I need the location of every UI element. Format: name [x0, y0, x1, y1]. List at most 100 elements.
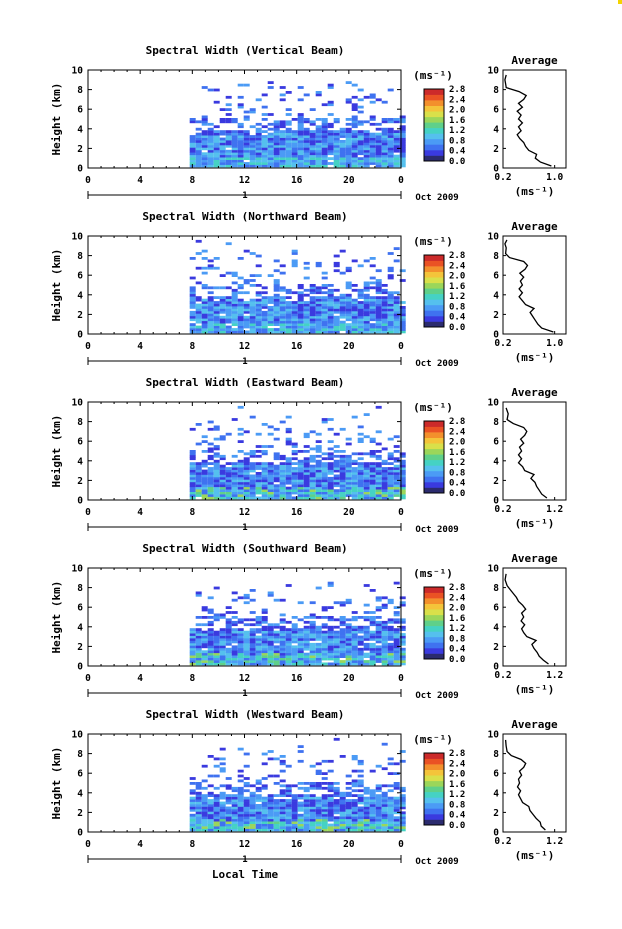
heatmap-cell	[255, 313, 262, 317]
heatmap-cell	[291, 799, 298, 802]
heatmap-cell	[285, 808, 292, 812]
heatmap-cell	[291, 472, 298, 475]
x-tick-label: 20	[343, 839, 355, 850]
heatmap-cell	[243, 147, 250, 151]
y-tick-label: 6	[77, 105, 83, 116]
heatmap-cell	[399, 118, 406, 121]
heatmap-cell	[393, 611, 400, 614]
heatmap-cell	[201, 271, 208, 275]
heatmap-cell	[339, 821, 346, 824]
heatmap-cell	[285, 310, 292, 314]
heatmap-cell	[219, 642, 226, 646]
heatmap-cell	[381, 159, 388, 163]
heatmap-cell	[369, 330, 376, 334]
heatmap-cell	[339, 249, 346, 253]
heatmap-cell	[225, 657, 232, 661]
heatmap-cell	[201, 318, 208, 322]
heatmap-cell	[231, 462, 238, 465]
heatmap-cell	[375, 140, 382, 143]
heatmap-cell	[357, 794, 364, 797]
heatmap-cell	[363, 816, 370, 820]
heatmap-cell	[237, 799, 244, 802]
heatmap-cell	[381, 100, 388, 104]
heatmap-cell	[369, 796, 376, 800]
heatmap-cell	[261, 472, 268, 475]
heatmap-cell	[279, 310, 286, 314]
heatmap-cell	[315, 140, 322, 143]
heatmap-cell	[399, 625, 406, 629]
heatmap-cell	[363, 808, 370, 812]
heatmap-cell	[189, 796, 196, 800]
heatmap-cell	[375, 799, 382, 802]
heatmap-cell	[285, 828, 292, 832]
heatmap-cell	[279, 154, 286, 158]
average-y-tick-label: 8	[493, 417, 499, 428]
heatmap-cell	[345, 281, 352, 285]
heatmap-cell	[363, 130, 370, 133]
heatmap-cell	[255, 467, 262, 470]
colorbar-swatch	[424, 149, 444, 156]
heatmap-cell	[243, 110, 250, 114]
heatmap-cell	[273, 623, 280, 627]
heatmap-cell	[249, 279, 256, 282]
heatmap-cell	[339, 818, 346, 822]
heatmap-cell	[327, 479, 334, 483]
heatmap-cell	[321, 479, 328, 483]
heatmap-cell	[249, 816, 256, 820]
heatmap-cell	[303, 806, 310, 810]
heatmap-cell	[255, 298, 262, 302]
heatmap-cell	[261, 642, 268, 646]
heatmap-cell	[339, 808, 346, 812]
colorbar-swatch	[424, 111, 444, 118]
heatmap-cell	[375, 122, 382, 126]
heatmap-cell	[249, 489, 256, 492]
heatmap-cell	[207, 791, 214, 795]
heatmap-cell	[309, 459, 316, 463]
heatmap-cell	[309, 457, 316, 461]
heatmap-cell	[237, 427, 244, 431]
heatmap-cell	[219, 474, 226, 478]
heatmap-cell	[393, 804, 400, 807]
heatmap-cell	[273, 293, 280, 297]
heatmap-cell	[351, 782, 358, 785]
heatmap-cell	[363, 662, 370, 666]
heatmap-cell	[213, 481, 220, 485]
heatmap-cell	[387, 660, 394, 663]
heatmap-cell	[213, 303, 220, 307]
heatmap-cell	[261, 801, 268, 805]
heatmap-cell	[195, 486, 202, 490]
colorbar-frame	[423, 420, 445, 494]
heatmap-cell	[345, 266, 352, 270]
heatmap-cell	[243, 462, 250, 465]
heatmap-cell	[303, 137, 310, 141]
heatmap-cell	[309, 657, 316, 661]
heatmap-cell	[339, 315, 346, 319]
heatmap-cell	[231, 140, 238, 143]
heatmap-cell	[207, 159, 214, 163]
heatmap-cell	[345, 100, 352, 104]
heatmap-cell	[219, 330, 226, 334]
heatmap-cell	[243, 325, 250, 329]
heatmap-cell	[369, 308, 376, 312]
heatmap-cell	[303, 625, 310, 629]
heatmap-cell	[303, 481, 310, 485]
heatmap-cell	[255, 484, 262, 488]
colorbar-tick-label: 0.0	[449, 323, 465, 333]
heatmap-cell	[303, 313, 310, 317]
heatmap-cell	[387, 647, 394, 651]
heatmap-cell	[267, 647, 274, 651]
heatmap-cell	[333, 647, 340, 651]
heatmap-cell	[357, 616, 364, 619]
heatmap-cell	[225, 320, 232, 324]
heatmap-cell	[285, 784, 292, 788]
heatmap-cell	[279, 313, 286, 317]
heatmap-cell	[315, 454, 322, 458]
heatmap-cell	[381, 467, 388, 470]
heatmap-cell	[333, 269, 340, 273]
heatmap-cell	[369, 462, 376, 465]
colorbar-swatch	[424, 432, 444, 438]
heatmap-cell	[207, 296, 214, 299]
heatmap-cell	[207, 122, 214, 126]
heatmap-cell	[387, 154, 394, 158]
x-tick-label: 16	[291, 341, 303, 352]
